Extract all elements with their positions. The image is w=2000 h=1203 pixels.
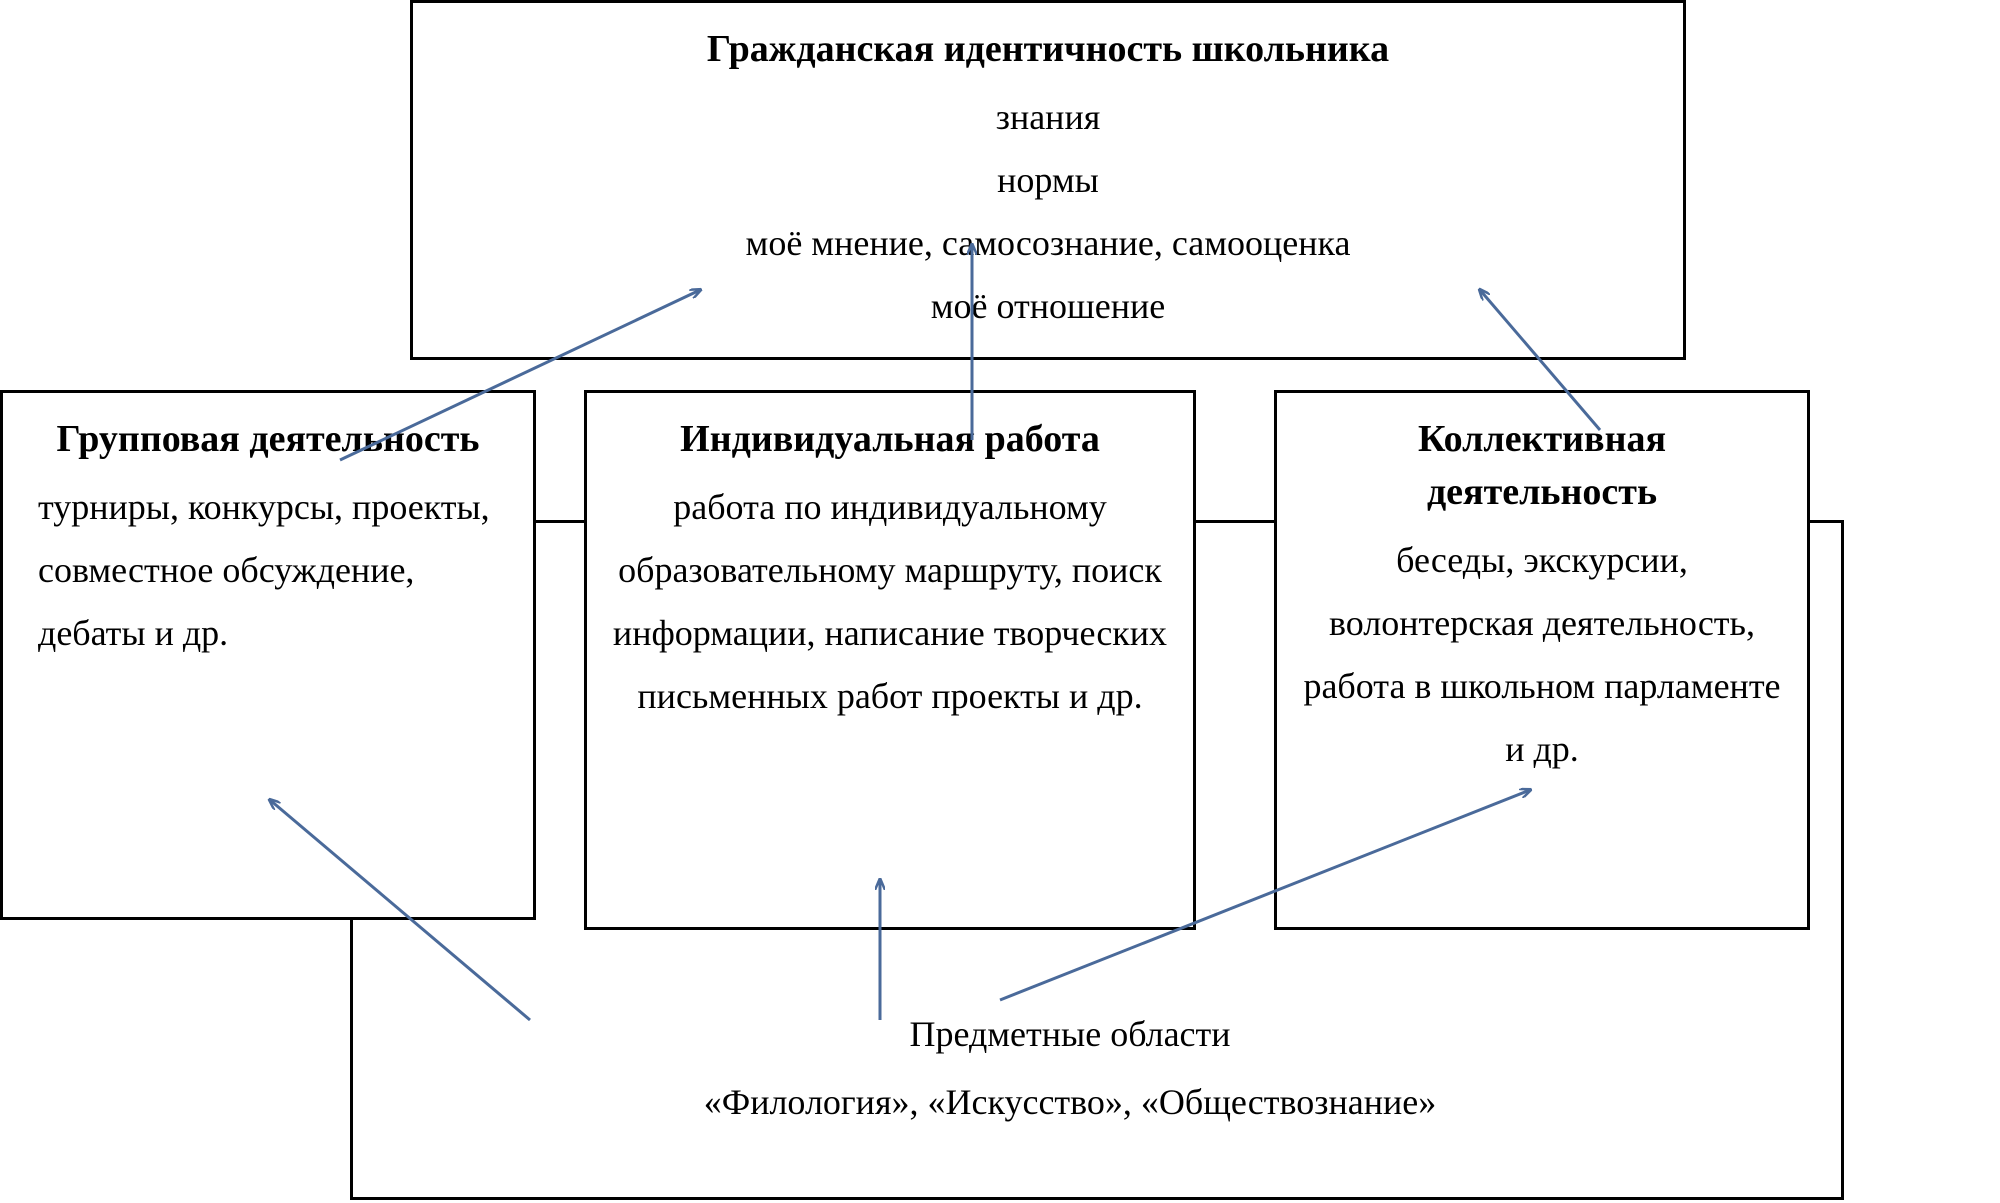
node-right: Коллективная деятельность беседы, экскур… [1274, 390, 1810, 930]
bottom-label-line1: Предметные области [470, 1000, 1670, 1068]
node-center: Индивидуальная работа работа по индивиду… [584, 390, 1196, 930]
node-right-body: беседы, экскурсии, волонтерская деятельн… [1302, 529, 1782, 781]
node-left-title: Групповая деятельность [28, 413, 508, 466]
bottom-label: Предметные области «Филология», «Искусст… [470, 1000, 1670, 1137]
node-top-line-1: нормы [438, 149, 1658, 212]
node-top-title: Гражданская идентичность школьника [438, 23, 1658, 76]
node-right-title: Коллективная деятельность [1302, 413, 1782, 519]
node-center-title: Индивидуальная работа [612, 413, 1168, 466]
node-top-line-2: моё мнение, самосознание, самооценка [438, 212, 1658, 275]
node-top: Гражданская идентичность школьника знани… [410, 0, 1686, 360]
node-top-line-0: знания [438, 86, 1658, 149]
bottom-label-line2: «Филология», «Искусство», «Обществознани… [470, 1068, 1670, 1136]
node-center-body: работа по индивидуальному образовательно… [612, 476, 1168, 728]
node-left: Групповая деятельность турниры, конкурсы… [0, 390, 536, 920]
node-top-line-3: моё отношение [438, 275, 1658, 338]
node-left-body: турниры, конкурсы, проекты, совместное о… [28, 476, 508, 665]
diagram-canvas: Гражданская идентичность школьника знани… [0, 0, 2000, 1203]
